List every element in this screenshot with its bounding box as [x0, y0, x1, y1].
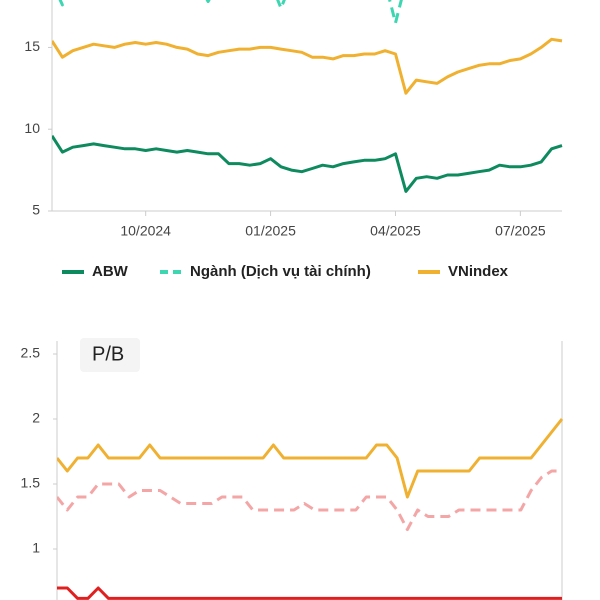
y-tick-label: 2.5 [21, 345, 41, 361]
x-tick-label: 10/2024 [120, 223, 171, 239]
series-line [52, 37, 563, 95]
y-tick-label: 1.5 [21, 475, 41, 491]
y-tick-label: 5 [32, 202, 40, 218]
y-tick-label: 1 [32, 540, 40, 556]
y-tick-label: 2 [32, 410, 40, 426]
series-line [58, 0, 403, 25]
y-tick-label: 15 [24, 38, 40, 54]
series-line [57, 586, 562, 600]
plot-area [57, 418, 564, 600]
x-tick-label: 04/2025 [370, 223, 421, 239]
x-tick-label: 07/2025 [495, 223, 546, 239]
title-box [80, 338, 140, 372]
chart-title: P/B [92, 343, 124, 365]
legend-label: ABW [92, 263, 129, 280]
series-line [52, 134, 563, 193]
y-tick-label: 10 [24, 120, 40, 136]
series-line [57, 418, 564, 499]
x-tick-label: 01/2025 [245, 223, 296, 239]
legend-label: Ngành (Dịch vụ tài chính) [190, 263, 371, 280]
legend-label: VNindex [448, 263, 509, 280]
plot-area [52, 0, 563, 193]
series-line [57, 469, 562, 531]
